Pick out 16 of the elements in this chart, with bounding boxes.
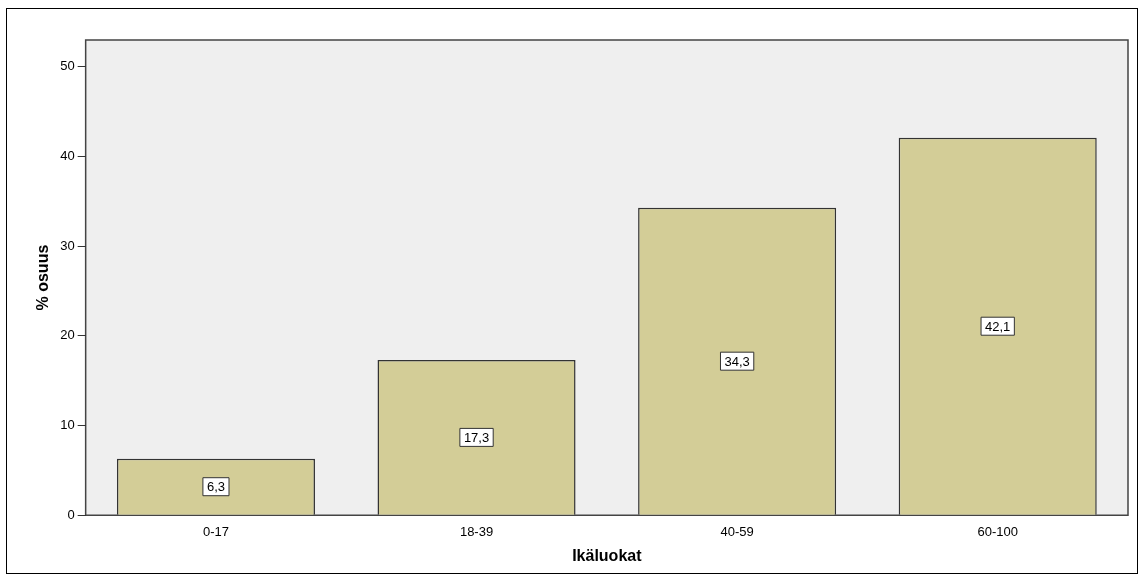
x-tick-label: 60-100 [977,523,1018,539]
x-tick-label: 18-39 [459,523,494,539]
x-tick-label: 40-59 [720,523,754,539]
data-label: 34,3 [724,353,750,369]
x-tick-label: 0-17 [202,523,229,539]
y-tick-label: 30 [60,237,75,253]
y-tick-label: 0 [67,506,75,522]
y-tick-label: 50 [60,58,75,74]
data-label: 42,1 [985,318,1011,334]
y-tick-label: 40 [60,148,75,164]
data-label: 6,3 [206,479,225,495]
y-tick-label: 10 [60,417,75,433]
y-tick-label: 20 [60,327,75,343]
y-axis-title: % osuus [34,244,52,311]
x-axis-title: Ikäluokat [572,546,643,564]
data-label: 17,3 [463,429,490,445]
